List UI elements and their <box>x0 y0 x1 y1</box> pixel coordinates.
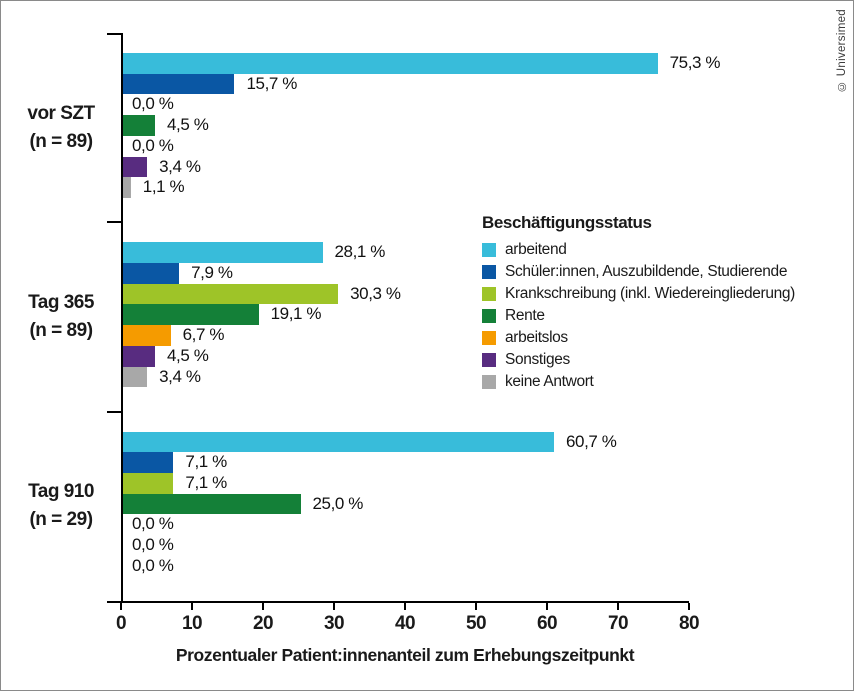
x-axis-tick <box>546 603 548 610</box>
bar-schüler-innen-auszubildende-studierende <box>123 73 235 95</box>
x-axis-tick-label: 40 <box>395 613 416 634</box>
group-label-tag-910: Tag 910 (n = 29) <box>9 412 113 601</box>
x-axis-tick-label: 0 <box>116 613 127 634</box>
group-n-text: (n = 29) <box>29 509 93 531</box>
x-axis-tick-label: 80 <box>679 613 700 634</box>
group-label-vor-szt: vor SZT (n = 89) <box>9 33 113 222</box>
x-axis-tick-label: 70 <box>608 613 629 634</box>
bar-value-label: 1,1 % <box>142 177 185 197</box>
x-axis-tick <box>191 603 193 610</box>
x-axis-tick <box>404 603 406 610</box>
legend-item-label: keine Antwort <box>505 373 594 390</box>
legend-item-arbeitslos: arbeitslos <box>482 327 795 349</box>
legend-swatch <box>482 287 496 301</box>
legend-title: Beschäftigungsstatus <box>482 213 652 232</box>
x-axis-tick <box>262 603 264 610</box>
bar-value-label: 4,5 % <box>166 345 209 365</box>
x-axis-tick-label: 10 <box>182 613 203 634</box>
bar-arbeitend <box>123 53 658 74</box>
bar-value-label: 3,4 % <box>159 156 201 176</box>
legend-swatch <box>482 353 496 367</box>
bar-value-label: 30,3 % <box>350 283 401 303</box>
legend-swatch <box>482 243 496 257</box>
bar-value-label: 0,0 % <box>132 135 174 155</box>
y-axis-group-tick <box>107 410 121 413</box>
bar-krankschreibung-inkl-wiedereingliederung <box>123 283 339 305</box>
bar-keine-antwort <box>123 177 131 198</box>
bar-value-label: 15,7 % <box>246 73 297 93</box>
bar-value-label: 6,7 % <box>182 325 225 345</box>
bar-keine-antwort <box>123 366 148 388</box>
bar-arbeitend <box>123 431 554 453</box>
legend-item-label: arbeitend <box>505 241 567 258</box>
legend-swatch <box>482 375 496 389</box>
group-label-text: Tag 910 <box>28 481 94 503</box>
bar-value-label: 4,5 % <box>166 115 209 135</box>
bar-value-label: 75,3 % <box>669 53 721 72</box>
bar-arbeitend <box>123 242 323 264</box>
bar-value-label: 25,0 % <box>312 493 364 513</box>
y-axis <box>121 33 123 603</box>
legend-item-arbeitend: arbeitend <box>482 239 795 261</box>
legend-item-label: Krankschreibung (inkl. Wiedereingliederu… <box>505 285 795 302</box>
group-n-text: (n = 89) <box>29 130 93 152</box>
bar-value-label: 28,1 % <box>334 242 386 262</box>
legend-swatch <box>482 309 496 323</box>
bar-value-label: 0,0 % <box>132 94 174 114</box>
bar-schüler-innen-auszubildende-studierende <box>123 263 180 284</box>
x-axis-tick-label: 50 <box>466 613 487 634</box>
bar-value-label: 7,1 % <box>185 452 227 472</box>
bar-sonstiges <box>123 345 155 367</box>
legend-item-label: Sonstiges <box>505 351 570 368</box>
bar-value-label: 0,0 % <box>132 555 174 575</box>
x-axis-tick <box>617 603 619 610</box>
legend-item-label: Schüler:innen, Auszubildende, Studierend… <box>505 263 788 280</box>
bar-schüler-innen-auszubildende-studierende <box>123 452 174 474</box>
bar-rente <box>123 304 259 326</box>
bar-value-label: 19,1 % <box>270 304 322 324</box>
x-axis-title: Prozentualer Patient:innenanteil zum Erh… <box>175 645 635 665</box>
legend-item-rente: Rente <box>482 305 795 327</box>
x-axis-tick-label: 20 <box>253 613 274 634</box>
bar-value-label: 3,4 % <box>159 366 201 386</box>
bar-value-label: 7,9 % <box>191 263 233 283</box>
legend-swatch <box>482 331 496 345</box>
x-axis-tick <box>120 603 122 610</box>
legend-items: arbeitend Schüler:innen, Auszubildende, S… <box>482 239 795 393</box>
legend-item-label: arbeitslos <box>505 329 568 346</box>
legend-item-krankschreibung-inkl-wiedereingliederung: Krankschreibung (inkl. Wiedereingliederu… <box>482 283 795 305</box>
bar-rente <box>123 493 301 515</box>
group-label-tag-365: Tag 365 (n = 89) <box>9 222 113 411</box>
bar-value-label: 0,0 % <box>132 535 174 555</box>
legend-item-label: Rente <box>505 307 545 324</box>
x-axis-tick <box>688 603 690 610</box>
copyright-credit: © Universimed <box>836 9 848 93</box>
bar-rente <box>123 115 155 136</box>
x-axis-tick <box>333 603 335 610</box>
legend: Beschäftigungsstatus arbeitend Schüler:in… <box>482 213 795 393</box>
group-n-text: (n = 89) <box>29 319 93 341</box>
legend-swatch <box>482 265 496 279</box>
bar-value-label: 60,7 % <box>565 431 617 451</box>
x-axis-tick <box>475 603 477 610</box>
group-label-text: Tag 365 <box>28 291 94 313</box>
bar-value-label: 0,0 % <box>132 514 174 534</box>
bar-sonstiges <box>123 156 148 178</box>
x-axis <box>107 601 689 603</box>
group-label-text: vor SZT <box>27 102 95 124</box>
y-axis-group-tick <box>107 33 121 35</box>
x-axis-tick-label: 30 <box>324 613 345 634</box>
x-axis-tick-label: 60 <box>537 613 558 634</box>
legend-item-schüler-innen-auszubildende-studierende: Schüler:innen, Auszubildende, Studierend… <box>482 261 795 283</box>
bar-arbeitslos <box>123 325 171 346</box>
legend-item-sonstiges: Sonstiges <box>482 349 795 371</box>
legend-item-keine-antwort: keine Antwort <box>482 371 795 393</box>
y-axis-group-tick <box>107 221 121 224</box>
bar-krankschreibung-inkl-wiedereingliederung <box>123 473 174 494</box>
bar-value-label: 7,1 % <box>185 473 227 493</box>
plot-area: Prozentualer Patient:innenanteil zum Erh… <box>107 33 721 665</box>
